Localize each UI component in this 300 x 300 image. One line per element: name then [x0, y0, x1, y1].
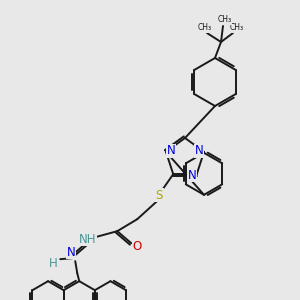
Text: O: O: [133, 240, 142, 253]
Text: H: H: [49, 257, 58, 270]
Text: NH: NH: [79, 233, 96, 246]
Text: CH₃: CH₃: [198, 23, 212, 32]
Text: CH₃: CH₃: [218, 16, 232, 25]
Text: N: N: [195, 144, 203, 157]
Text: N: N: [188, 169, 196, 182]
Text: CH₃: CH₃: [230, 23, 244, 32]
Text: N: N: [67, 246, 76, 259]
Text: S: S: [156, 189, 163, 202]
Text: N: N: [167, 144, 176, 157]
